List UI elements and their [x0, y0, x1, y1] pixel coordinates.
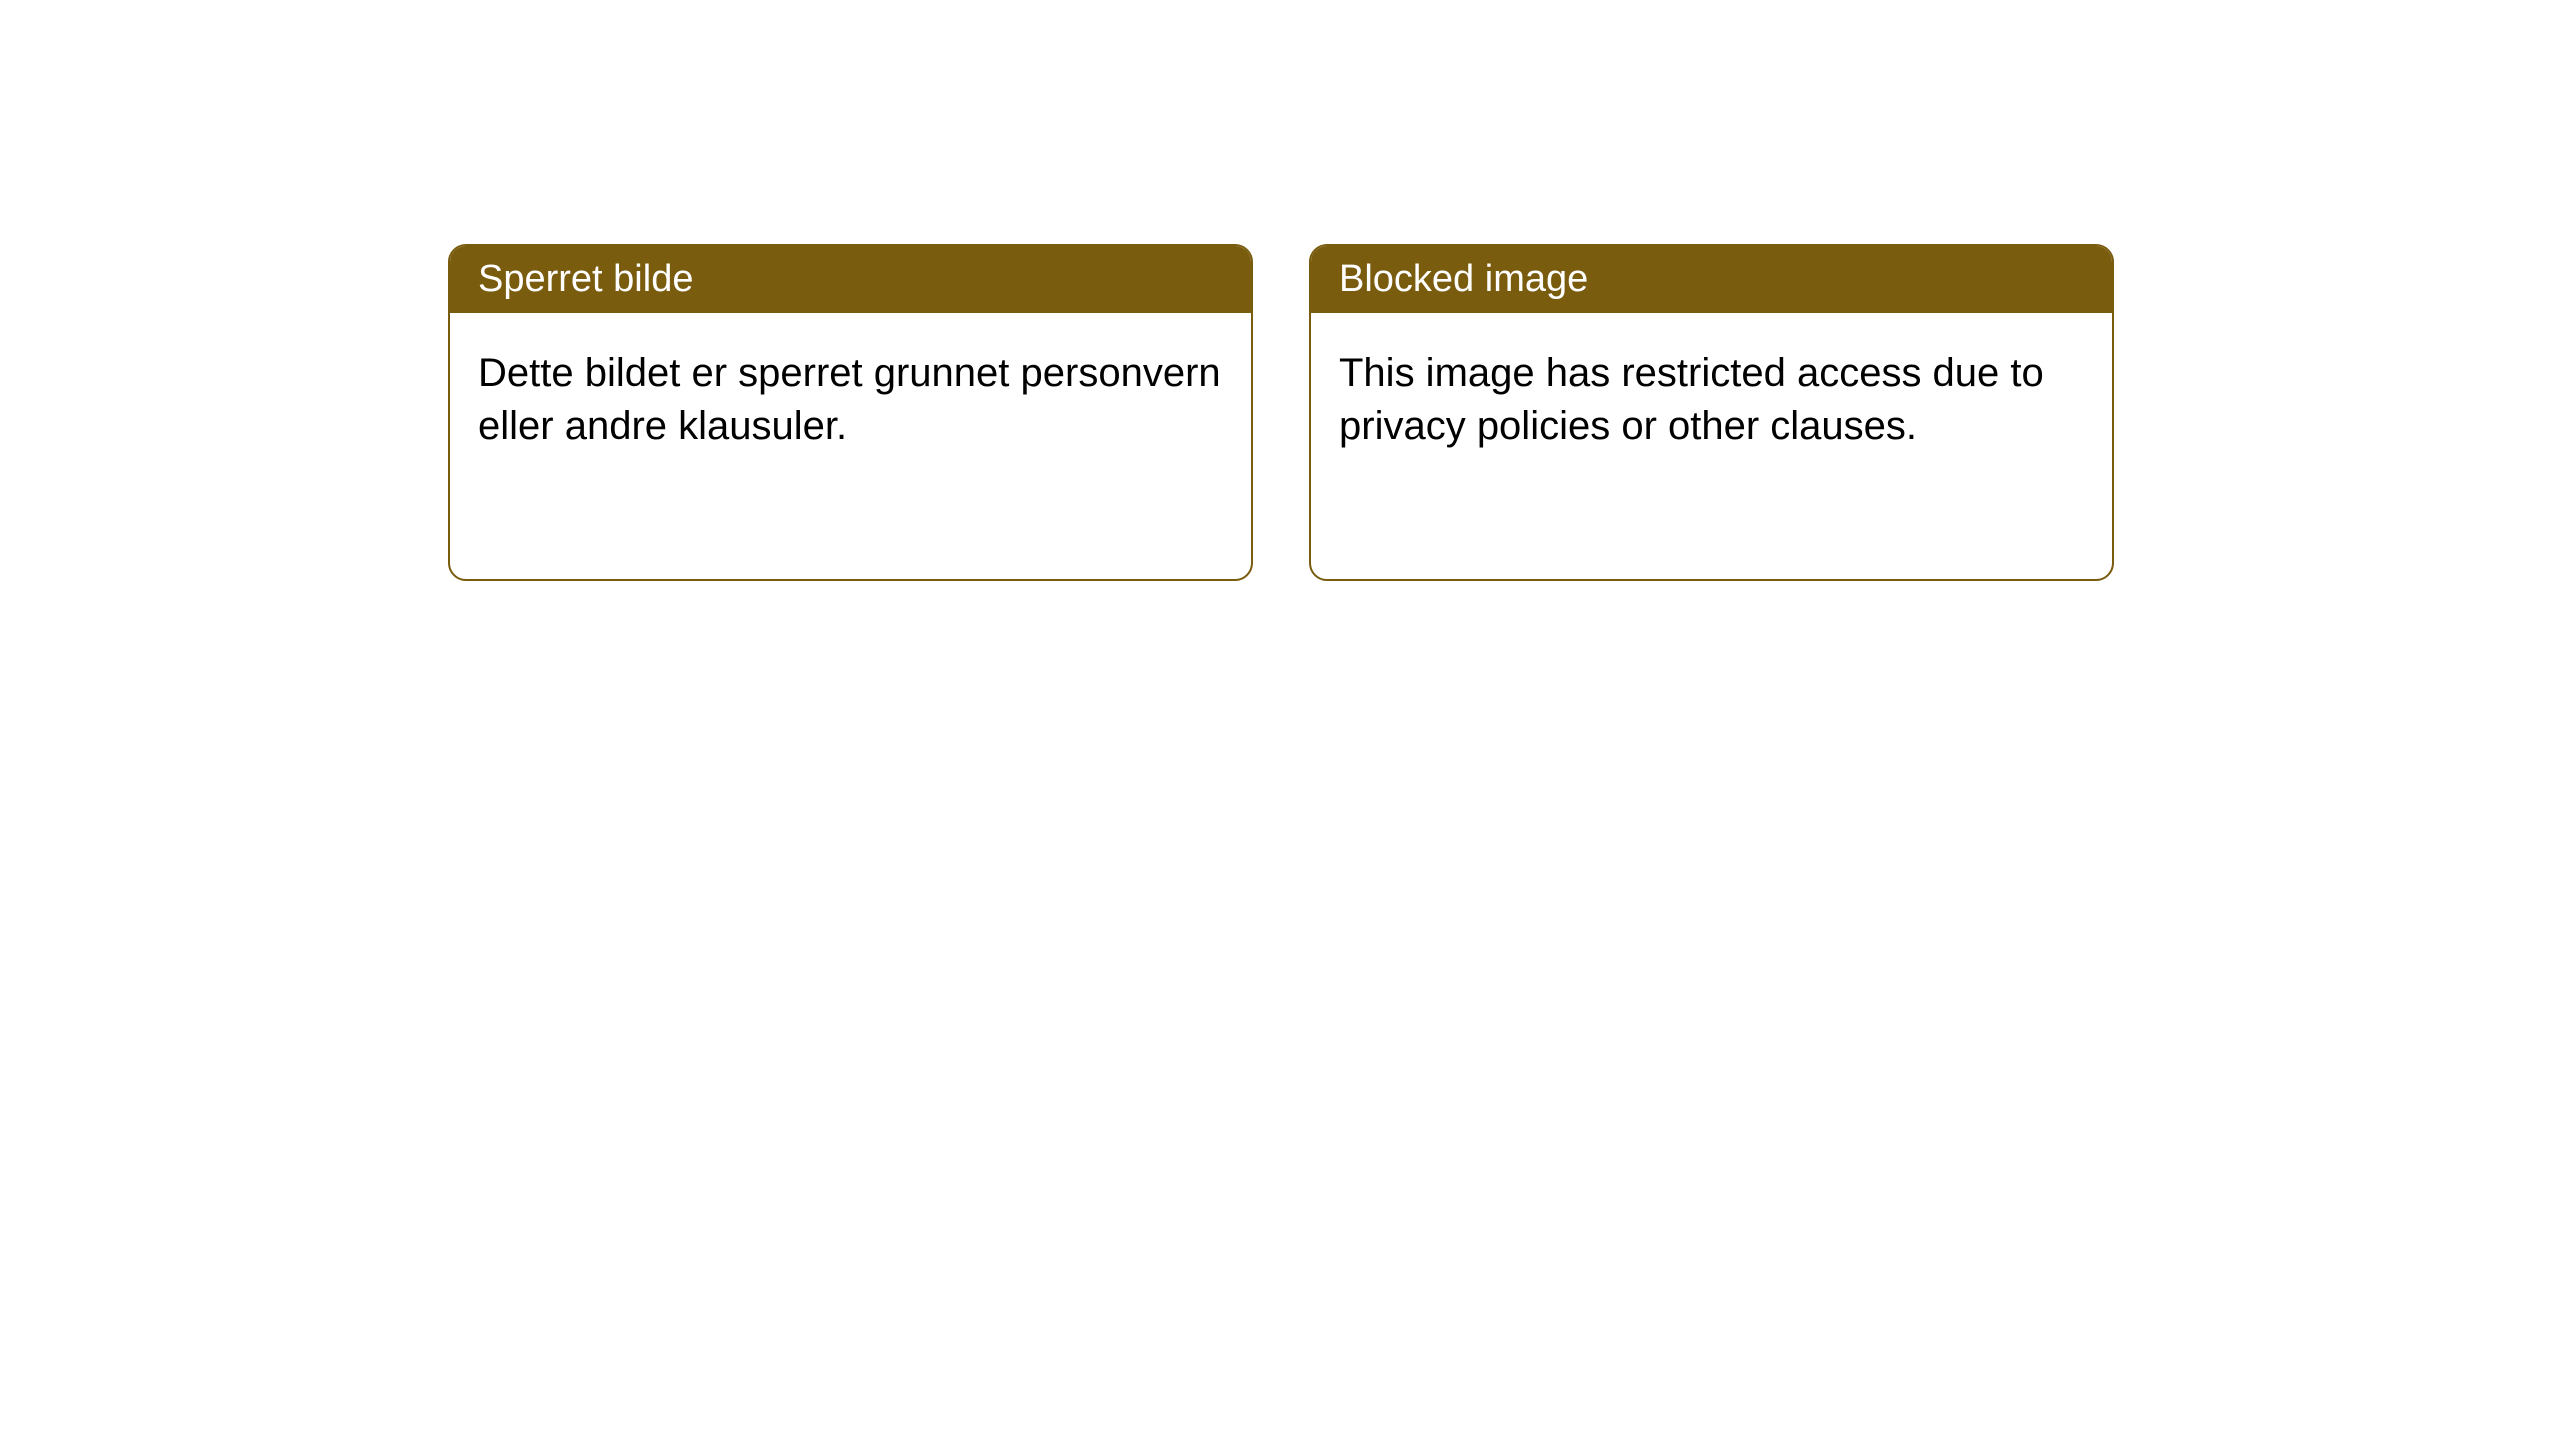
notice-card-body: Dette bildet er sperret grunnet personve…	[450, 313, 1251, 487]
notice-card-norwegian: Sperret bilde Dette bildet er sperret gr…	[448, 244, 1253, 581]
notice-card-english: Blocked image This image has restricted …	[1309, 244, 2114, 581]
notice-cards-container: Sperret bilde Dette bildet er sperret gr…	[448, 244, 2114, 581]
notice-card-body: This image has restricted access due to …	[1311, 313, 2112, 487]
notice-card-title: Sperret bilde	[450, 246, 1251, 313]
notice-card-title: Blocked image	[1311, 246, 2112, 313]
